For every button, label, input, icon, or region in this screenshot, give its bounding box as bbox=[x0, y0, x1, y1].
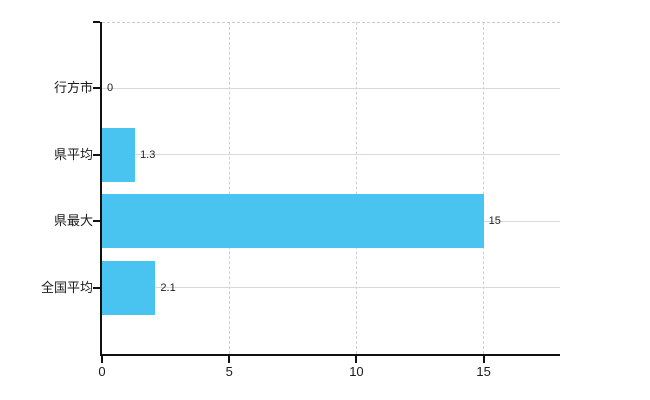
y-axis-category-label: 県最大 bbox=[53, 213, 93, 229]
x-axis-tick-label: 5 bbox=[225, 364, 233, 379]
bar-value-label: 2.1 bbox=[160, 281, 176, 294]
y-axis-tick bbox=[93, 153, 100, 156]
x-axis-tick bbox=[482, 354, 485, 363]
y-axis-category-label: 県平均 bbox=[53, 146, 93, 162]
y-axis-category-label: 全国平均 bbox=[40, 279, 93, 295]
plot-area: 0 1.3 15 2.1 bbox=[93, 21, 560, 363]
horizontal-gridline bbox=[102, 87, 560, 89]
y-axis-tick bbox=[93, 21, 100, 23]
bar bbox=[102, 260, 156, 315]
vertical-gridline bbox=[228, 22, 230, 354]
x-axis-tick-label: 15 bbox=[476, 364, 491, 379]
bar bbox=[102, 194, 484, 249]
x-axis-line bbox=[100, 354, 560, 356]
y-axis-category-label: 行方市 bbox=[53, 80, 93, 96]
horizontal-gridline bbox=[102, 154, 560, 156]
horizontal-gridline bbox=[102, 287, 560, 289]
vertical-gridline bbox=[355, 22, 357, 354]
x-axis-tick bbox=[101, 354, 103, 363]
x-axis-tick-label: 10 bbox=[349, 364, 364, 379]
vertical-gridline bbox=[483, 22, 485, 354]
y-axis-line bbox=[100, 22, 102, 354]
x-axis-tick-label: 0 bbox=[98, 364, 106, 379]
bar-value-label: 15 bbox=[488, 215, 501, 228]
x-axis-tick bbox=[355, 354, 358, 363]
bar-value-label: 0 bbox=[107, 82, 114, 95]
x-axis-tick bbox=[228, 354, 231, 363]
y-axis-tick bbox=[93, 286, 100, 289]
plot-top-border bbox=[102, 22, 560, 23]
y-axis-tick bbox=[93, 87, 100, 90]
bar-value-label: 1.3 bbox=[140, 148, 156, 161]
y-axis-tick bbox=[93, 220, 100, 223]
bar bbox=[102, 127, 136, 182]
